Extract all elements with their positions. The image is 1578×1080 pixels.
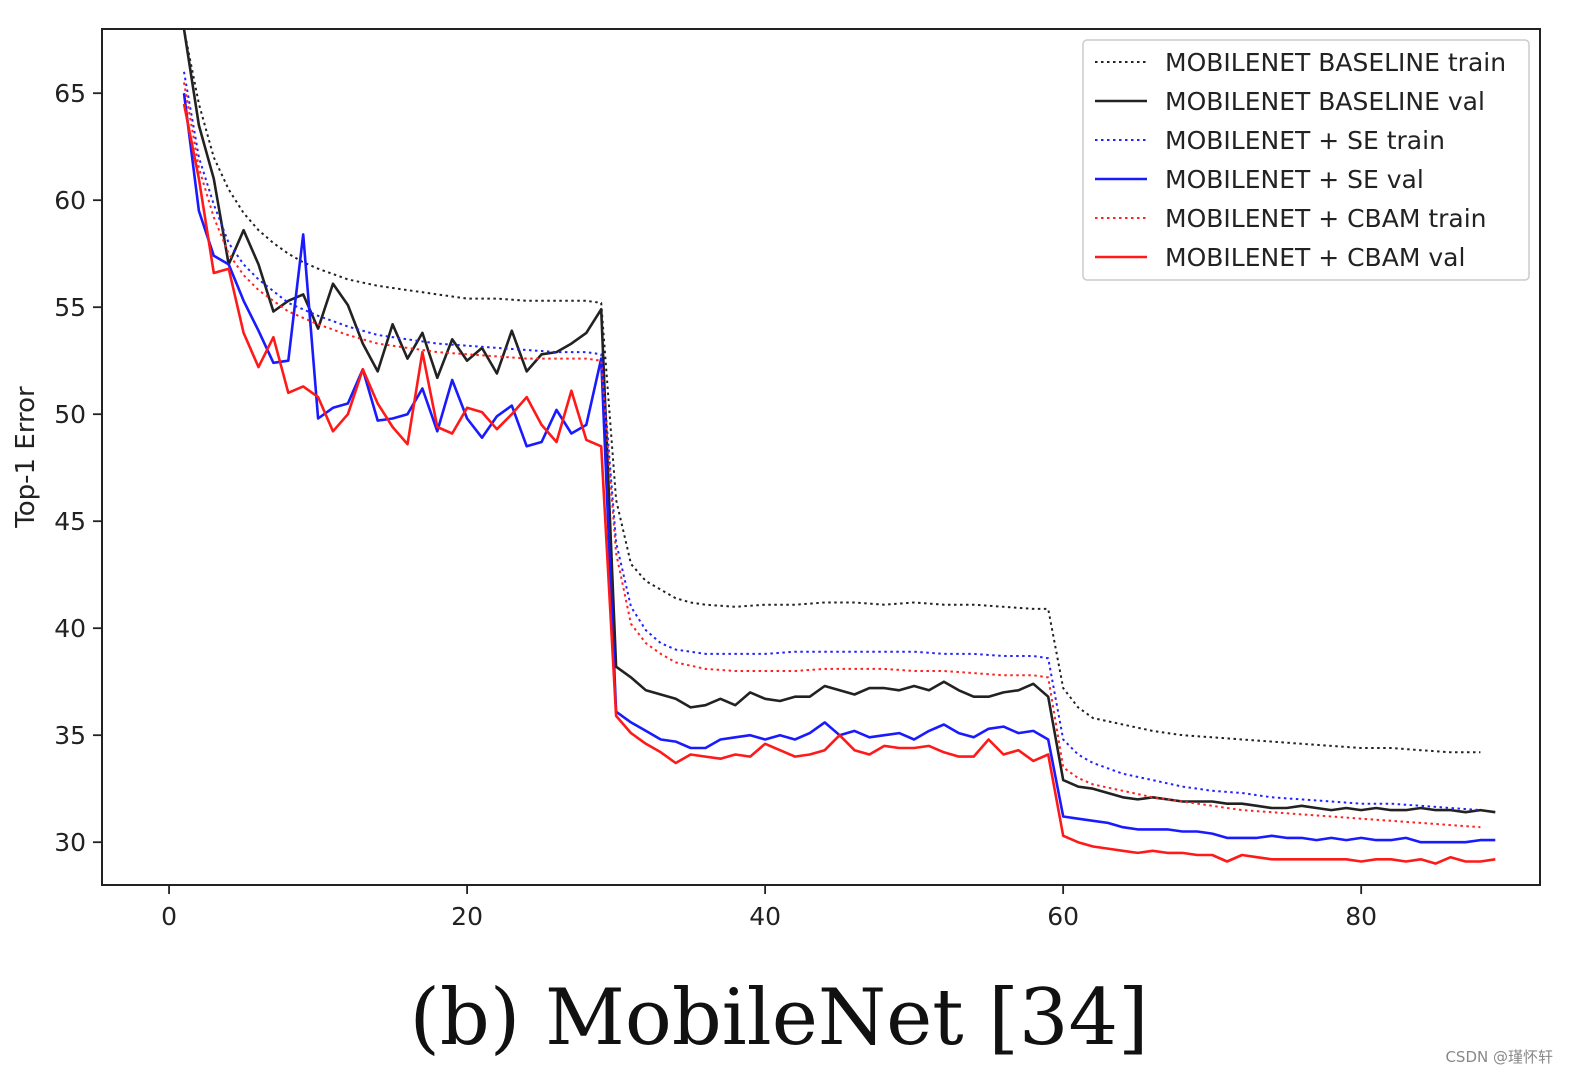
y-tick-label: 50 bbox=[54, 400, 86, 429]
legend-label-1: MOBILENET BASELINE train bbox=[1165, 48, 1506, 77]
x-axis: 0 20 40 60 80 bbox=[161, 885, 1377, 931]
figure-caption: (b) MobileNet [34] bbox=[409, 973, 1148, 1063]
series-line-6 bbox=[182, 103, 1496, 865]
series-line-5 bbox=[183, 82, 1481, 829]
legend-label-3: MOBILENET + SE train bbox=[1165, 126, 1445, 155]
series-line-2 bbox=[182, 29, 1496, 814]
legend-label-5: MOBILENET + CBAM train bbox=[1165, 204, 1487, 233]
series-line-3 bbox=[183, 71, 1481, 812]
x-tick-label: 80 bbox=[1345, 902, 1377, 931]
x-tick-label: 20 bbox=[451, 902, 483, 931]
x-tick-label: 40 bbox=[749, 902, 781, 931]
legend-box bbox=[1082, 39, 1530, 281]
series-layer bbox=[182, 29, 1496, 865]
y-tick-label: 55 bbox=[54, 293, 86, 322]
legend-label-6: MOBILENET + CBAM val bbox=[1165, 243, 1465, 272]
x-tick-label: 0 bbox=[161, 902, 177, 931]
plot-frame bbox=[101, 28, 1541, 886]
legend: MOBILENET BASELINE train MOBILENET BASELI… bbox=[1082, 39, 1530, 281]
y-tick-label: 35 bbox=[54, 721, 86, 750]
y-tick-label: 40 bbox=[54, 614, 86, 643]
y-tick-label: 60 bbox=[54, 186, 86, 215]
y-tick-label: 30 bbox=[54, 828, 86, 857]
y-axis: 30 35 40 45 50 55 60 65 bbox=[54, 79, 102, 857]
legend-label-4: MOBILENET + SE val bbox=[1165, 165, 1424, 194]
y-axis-label: Top-1 Error bbox=[11, 386, 41, 529]
y-tick-label: 45 bbox=[54, 507, 86, 536]
y-tick-label: 65 bbox=[54, 79, 86, 108]
legend-label-2: MOBILENET BASELINE val bbox=[1165, 87, 1485, 116]
watermark: CSDN @瑾怀轩 bbox=[1445, 1048, 1553, 1066]
x-tick-label: 60 bbox=[1047, 902, 1079, 931]
series-line-1 bbox=[183, 29, 1481, 754]
